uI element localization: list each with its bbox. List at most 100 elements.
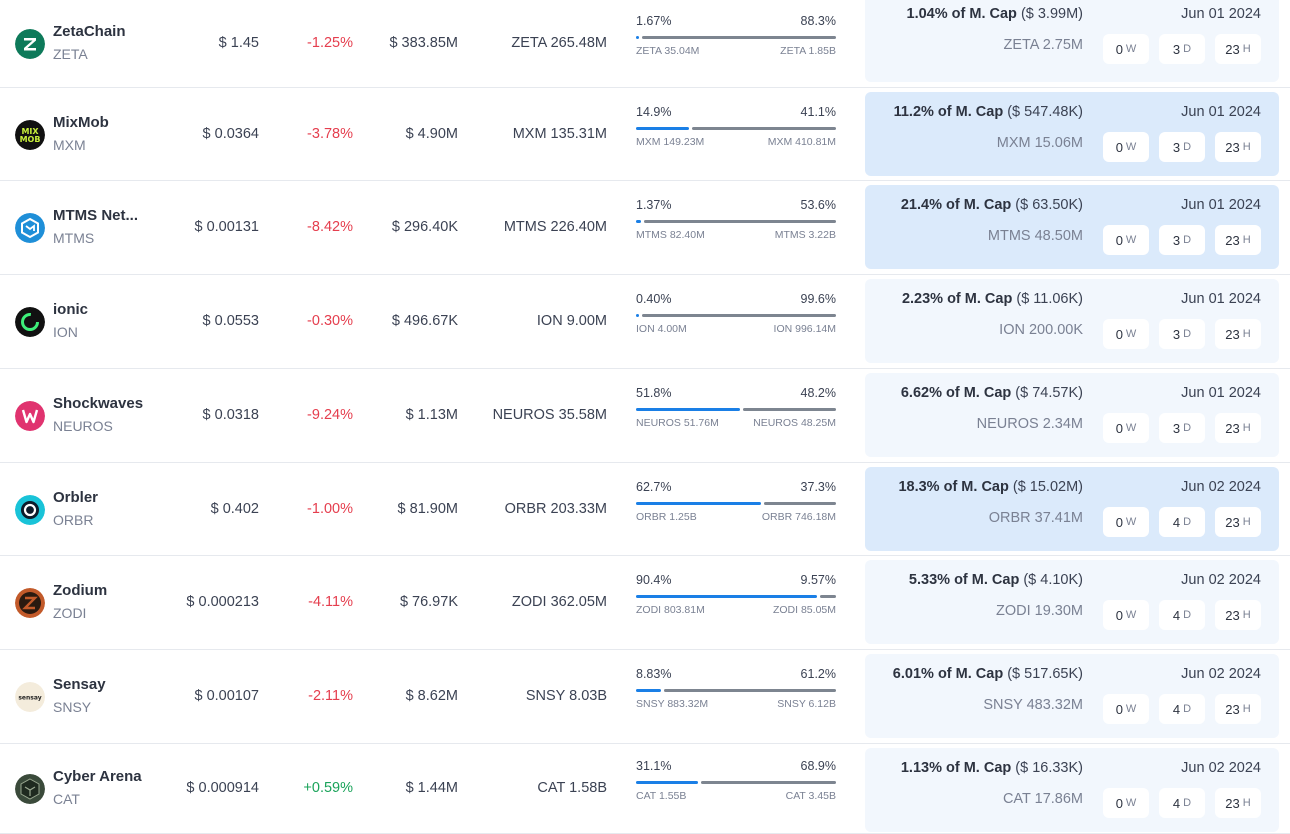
table-row[interactable]: MTMS Net... MTMS $ 0.00131 -8.42% $ 296.40K M… <box>0 181 1290 275</box>
progress-fill-unlocked <box>636 689 661 692</box>
table-row[interactable]: Shockwaves NEUROS $ 0.0318 -9.24% $ 1.13M NEU… <box>0 369 1290 463</box>
price-change: -2.11% <box>308 688 353 704</box>
countdown-unit: W <box>1125 422 1137 434</box>
progress-track <box>636 126 836 130</box>
unlock-market-cap-line: 11.2% of M. Cap ($ 547.48K) <box>894 104 1083 120</box>
unlocked-amount: ZETA 35.04M <box>636 45 700 57</box>
progress-amount-labels: ORBR 1.25B ORBR 746.18M <box>636 511 836 523</box>
progress-amount-labels: ZETA 35.04M ZETA 1.85B <box>636 45 836 57</box>
next-unlock-card[interactable]: 1.04% of M. Cap ($ 3.99M) ZETA 2.75M Jun 0… <box>865 0 1279 82</box>
zodium-icon <box>15 588 45 618</box>
progress-fill-locked <box>743 408 836 411</box>
unlock-token-amount: MXM 15.06M <box>996 135 1083 151</box>
table-row[interactable]: sensay Sensay SNSY $ 0.00107 -2.11% $ 8.62M SN… <box>0 650 1290 744</box>
countdown-value: 0 <box>1115 514 1123 530</box>
token-name[interactable]: Orbler <box>53 488 99 506</box>
progress-track <box>636 689 836 692</box>
table-row[interactable]: MIX MOB MixMob MXM $ 0.0364 -3.78% $ 4.90M MXM … <box>0 88 1290 181</box>
progress-fill-unlocked <box>636 408 740 411</box>
table-row[interactable]: ionic ION $ 0.0553 -0.30% $ 496.67K ION 9.00M… <box>0 275 1290 369</box>
token-name[interactable]: Shockwaves <box>53 395 144 412</box>
unlock-percent-of-mcap: 6.62% of M. Cap <box>900 385 1012 401</box>
countdown-value: 0 <box>1115 795 1123 811</box>
token-symbol: SNSY <box>53 699 92 715</box>
table-row[interactable]: Cyber Arena CAT $ 0.000914 +0.59% $ 1.44M CAT… <box>0 744 1290 834</box>
countdown-value: 4 <box>1172 701 1181 717</box>
unlock-date: Jun 01 2024 <box>1181 6 1261 22</box>
market-cap-value: $ 1.44M <box>405 780 458 796</box>
progress-fill-unlocked <box>636 781 698 784</box>
token-name[interactable]: Zodium <box>53 582 108 599</box>
unlock-date: Jun 01 2024 <box>1181 385 1261 401</box>
progress-percent-labels: 51.8% 48.2% <box>636 386 836 402</box>
unlock-date: Jun 02 2024 <box>1181 760 1261 776</box>
token-name[interactable]: Sensay <box>53 676 106 693</box>
token-name[interactable]: MixMob <box>53 113 109 131</box>
countdown-value: 23 <box>1225 701 1240 717</box>
unlock-date: Jun 02 2024 <box>1181 666 1261 682</box>
next-unlock-card[interactable]: 21.4% of M. Cap ($ 63.50K) MTMS 48.50M Jun… <box>865 185 1279 269</box>
mtms-icon <box>15 213 45 243</box>
countdown: 0 W 4 D 23 H <box>1103 788 1261 818</box>
unlocked-amount: NEUROS 51.76M <box>636 417 719 429</box>
table-row[interactable]: ZetaChain ZETA $ 1.45 -1.25% $ 383.85M ZETA 2… <box>0 0 1290 88</box>
unlock-date: Jun 02 2024 <box>1181 479 1261 495</box>
market-cap-value: $ 496.67K <box>391 313 458 329</box>
unlock-usd-value: ($ 547.48K) <box>1007 104 1083 120</box>
countdown-value: 3 <box>1172 420 1181 436</box>
unlock-token-amount: CAT 17.86M <box>1002 791 1083 807</box>
table-row[interactable]: Zodium ZODI $ 0.000213 -4.11% $ 76.97K ZODI 3… <box>0 556 1290 650</box>
countdown: 0 W 3 D 23 H <box>1103 225 1261 255</box>
price-value: $ 1.45 <box>218 35 259 51</box>
token-name[interactable]: Cyber Arena <box>53 768 142 785</box>
progress-fill-unlocked <box>636 314 639 317</box>
progress-fill-unlocked <box>636 36 639 39</box>
countdown-unit: W <box>1125 797 1137 809</box>
price-value: $ 0.0318 <box>202 407 259 423</box>
unlock-usd-value: ($ 3.99M) <box>1020 6 1083 22</box>
unlocked-percent: 1.67% <box>636 14 672 28</box>
next-unlock-card[interactable]: 1.13% of M. Cap ($ 16.33K) CAT 17.86M Jun … <box>865 748 1279 832</box>
progress-amount-labels: MTMS 82.40M MTMS 3.22B <box>636 229 836 241</box>
price-change: -4.11% <box>308 594 353 610</box>
progress-fill-locked <box>820 595 836 598</box>
countdown-unit: H <box>1242 797 1251 809</box>
unlocked-amount: SNSY 883.32M <box>636 698 709 710</box>
locked-amount: MTMS 3.22B <box>774 229 836 241</box>
progress-fill-locked <box>692 126 836 130</box>
unlock-percent-of-mcap: 6.01% of M. Cap <box>892 666 1004 682</box>
unlock-date: Jun 01 2024 <box>1181 104 1261 120</box>
countdown-unit: W <box>1125 234 1137 246</box>
unlocked-percent: 31.1% <box>636 759 672 773</box>
countdown-unit: D <box>1183 43 1192 55</box>
market-cap-value: $ 296.40K <box>391 219 458 235</box>
zetachain-icon <box>15 29 45 59</box>
unlock-market-cap-line: 5.33% of M. Cap ($ 4.10K) <box>909 572 1083 588</box>
countdown: 0 W 3 D 23 H <box>1103 319 1261 349</box>
unlock-usd-value: ($ 63.50K) <box>1015 197 1083 213</box>
next-unlock-card[interactable]: 6.01% of M. Cap ($ 517.65K) SNSY 483.32M J… <box>865 654 1279 738</box>
unlock-progress: 0.40% 99.6% ION 4.00M ION 996.14M <box>636 292 836 335</box>
next-unlock-card[interactable]: 6.62% of M. Cap ($ 74.57K) NEUROS 2.34M Ju… <box>865 373 1279 457</box>
countdown-chip: 23 H <box>1215 413 1261 443</box>
token-name[interactable]: MTMS Net... <box>53 207 138 224</box>
token-name[interactable]: ZetaChain <box>53 23 126 40</box>
countdown-value: 3 <box>1172 232 1181 248</box>
next-unlock-card[interactable]: 18.3% of M. Cap ($ 15.02M) ORBR 37.41M Jun… <box>865 467 1279 551</box>
svg-text:MOB: MOB <box>20 135 41 144</box>
locked-amount: CAT 3.45B <box>785 790 836 802</box>
unlock-usd-value: ($ 15.02M) <box>1012 479 1083 495</box>
circulating-supply: SNSY 8.03B <box>525 688 607 704</box>
table-row[interactable]: Orbler ORBR $ 0.402 -1.00% $ 81.90M ORBR 203.… <box>0 463 1290 556</box>
locked-percent: 88.3% <box>800 14 836 28</box>
next-unlock-card[interactable]: 11.2% of M. Cap ($ 547.48K) MXM 15.06M Jun… <box>865 92 1279 176</box>
next-unlock-card[interactable]: 5.33% of M. Cap ($ 4.10K) ZODI 19.30M Jun … <box>865 560 1279 644</box>
locked-amount: MXM 410.81M <box>767 135 836 148</box>
next-unlock-card[interactable]: 2.23% of M. Cap ($ 11.06K) ION 200.00K Jun… <box>865 279 1279 363</box>
token-name[interactable]: ionic <box>53 301 89 318</box>
